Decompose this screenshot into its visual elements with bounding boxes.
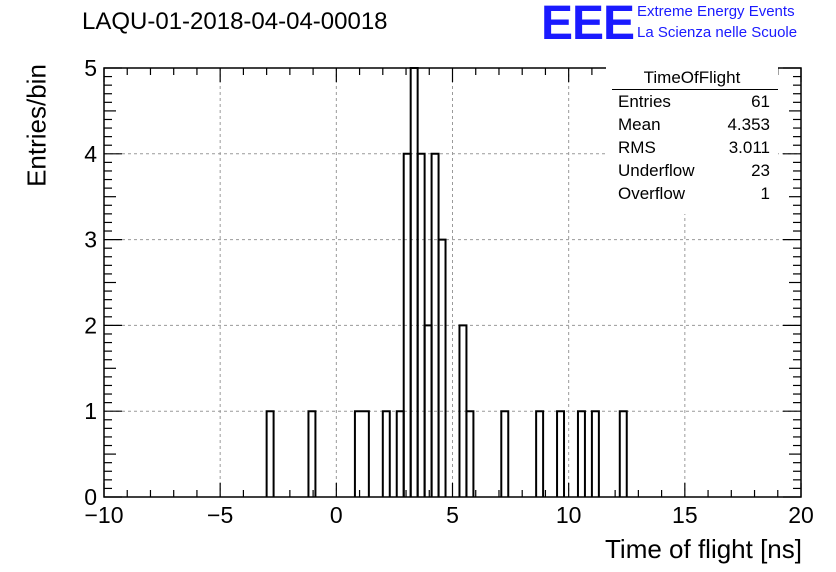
stats-title: TimeOfFlight [643, 68, 741, 87]
x-tick-label: 0 [330, 502, 343, 528]
histogram-bin [576, 410, 586, 497]
chart-title: LAQU-01-2018-04-04-00018 [82, 8, 388, 35]
histogram-bars [265, 67, 628, 497]
stats-value: 4.353 [727, 115, 770, 134]
stats-row-overflow: Overflow 1 [618, 184, 770, 206]
x-tick-label: −5 [207, 502, 233, 528]
stats-row-entries: Entries 61 [618, 92, 770, 114]
histogram-bin [307, 410, 317, 497]
stats-value: 61 [751, 92, 770, 111]
histogram-bin [618, 410, 628, 497]
histogram-bin [535, 410, 545, 497]
stats-box: TimeOfFlight Entries 61 Mean 4.353 RMS 3… [606, 66, 778, 214]
histogram-bin [353, 410, 370, 497]
x-tick-label: 20 [788, 502, 814, 528]
stats-value: 23 [751, 161, 770, 180]
eee-logo: EEE [541, 0, 635, 50]
y-tick-label: 3 [84, 227, 97, 253]
stats-value: 3.011 [728, 138, 770, 157]
stats-row-rms: RMS 3.011 [618, 138, 770, 160]
histogram-bin [556, 410, 566, 497]
y-tick-label: 4 [84, 141, 97, 167]
histogram-bin [409, 67, 419, 497]
stats-divider [612, 89, 778, 90]
stats-key: Mean [618, 115, 661, 134]
histogram-bin [590, 410, 600, 497]
x-tick-label: 5 [446, 502, 459, 528]
histogram-bin [437, 238, 447, 497]
histogram-bin [395, 410, 405, 497]
stats-key: Overflow [618, 184, 686, 203]
histogram-bin [465, 410, 475, 497]
y-tick-label: 1 [84, 398, 97, 424]
stats-row-mean: Mean 4.353 [618, 115, 770, 137]
x-tick-label: 10 [556, 502, 582, 528]
logo-caption-line1: Extreme Energy Events [637, 3, 795, 20]
histogram-bin [381, 410, 391, 497]
x-tick-label: −10 [84, 502, 123, 528]
x-tick-label: 15 [672, 502, 698, 528]
histogram-bin [500, 410, 510, 497]
stats-key: RMS [618, 138, 656, 157]
y-tick-label: 0 [84, 484, 97, 510]
y-axis-label: Entries/bin [21, 64, 52, 187]
stats-value: 1 [760, 184, 770, 203]
histogram-bin [265, 410, 275, 497]
y-tick-label: 5 [84, 55, 97, 81]
stats-key: Underflow [618, 161, 695, 180]
x-axis-label: Time of flight [ns] [605, 534, 802, 564]
stats-row-underflow: Underflow 23 [618, 161, 770, 183]
logo-caption-line2: La Scienza nelle Scuole [637, 24, 798, 41]
stats-key: Entries [618, 92, 671, 111]
y-tick-label: 2 [84, 312, 97, 338]
